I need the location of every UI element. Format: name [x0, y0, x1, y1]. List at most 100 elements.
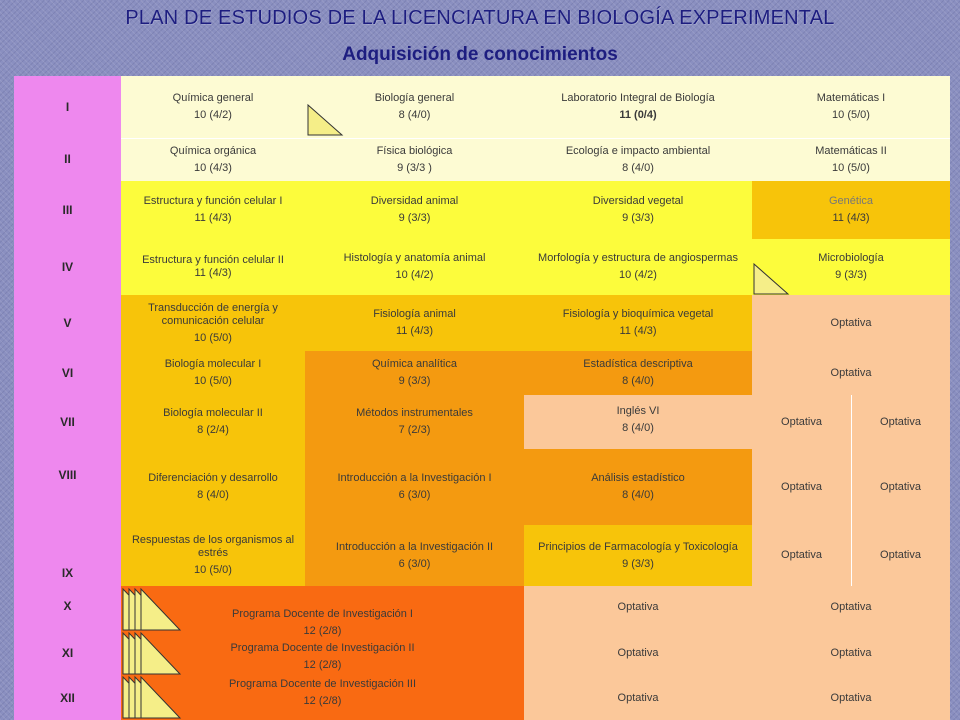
course-cell: Respuestas de los organismos al estrés 1… — [121, 525, 305, 586]
course-credits: 10 (5/0) — [194, 564, 232, 576]
page-subtitle: Adquisición de conocimientos — [342, 44, 618, 65]
course-name: Introducción a la Investigación I — [337, 472, 492, 484]
stacked-triangles-icon — [122, 675, 182, 719]
course-name: Diversidad vegetal — [592, 195, 684, 207]
semester-label-i: I — [14, 76, 121, 138]
semester-label-xii: XII — [14, 676, 121, 720]
course-cell: Morfología y estructura de angiospermas … — [524, 239, 752, 295]
course-name: Fisiología y bioquímica vegetal — [562, 308, 714, 320]
course-name: Programa Docente de Investigación I — [232, 608, 413, 620]
course-credits: 12 (2/8) — [303, 659, 342, 671]
research-program-i: Programa Docente de Investigación I 12 (… — [121, 608, 524, 638]
stacked-triangles-icon — [122, 587, 182, 631]
elective-cell: Optativa — [752, 630, 950, 676]
course-name: Principios de Farmacología y Toxicología — [538, 540, 738, 553]
course-credits: 10 (4/2) — [619, 269, 657, 281]
course-cell: Métodos instrumentales 7 (2/3) — [305, 395, 524, 449]
elective-label: Optativa — [781, 549, 822, 561]
semester-label-xi: XI — [14, 630, 121, 676]
course-cell: Química general 10 (4/2) — [121, 76, 305, 138]
elective-cell: Optativa — [524, 676, 752, 720]
course-cell: Estructura y función celular I 11 (4/3) — [121, 181, 305, 239]
course-credits: 11 (4/3) — [395, 325, 434, 337]
course-cell: Introducción a la Investigación I 6 (3/0… — [305, 449, 524, 525]
course-credits: 11 (4/3) — [832, 212, 870, 224]
elective-cell: Optativa — [752, 449, 851, 525]
elective-cell: Optativa — [851, 525, 950, 586]
course-name: Ecología e impacto ambiental — [565, 144, 711, 157]
course-cell: Introducción a la Investigación II 6 (3/… — [305, 525, 524, 586]
course-credits: 8 (4/0) — [622, 489, 654, 501]
research-program-block: Programa Docente de Investigación I 12 (… — [121, 586, 524, 720]
course-credits: 8 (4/0) — [197, 489, 229, 501]
course-credits: 8 (4/0) — [622, 161, 654, 174]
course-name: Fisiología animal — [373, 308, 456, 320]
elective-cell: Optativa — [524, 586, 752, 630]
elective-cell: Optativa — [752, 351, 950, 395]
course-cell: Inglés VI 8 (4/0) — [524, 395, 752, 449]
elective-cell: Optativa — [851, 395, 950, 449]
elective-cell: Optativa — [752, 395, 851, 449]
course-credits: 12 (2/8) — [303, 625, 342, 637]
elective-label: Optativa — [830, 601, 872, 613]
course-credits: 8 (4/0) — [622, 375, 654, 387]
course-name: Análisis estadístico — [591, 472, 685, 484]
course-cell: Microbiología 9 (3/3) — [752, 239, 950, 295]
course-cell: Genética 11 (4/3) — [752, 181, 950, 239]
course-cell: Histología y anatomía animal 10 (4/2) — [305, 239, 524, 295]
course-name: Transducción de energía y comunicación c… — [148, 301, 278, 327]
semester-label-x: X — [14, 586, 121, 630]
course-credits: 11 (0/4) — [619, 109, 657, 121]
course-name: Química analítica — [372, 358, 457, 370]
triangle-marker-icon — [307, 103, 344, 136]
course-credits: 12 (2/8) — [303, 695, 342, 707]
elective-cell: Optativa — [752, 676, 950, 720]
course-credits: 9 (3/3 ) — [397, 161, 432, 174]
semester-label-vii: VII — [14, 395, 121, 449]
elective-label: Optativa — [617, 646, 659, 659]
course-name: Laboratorio Integral de Biología — [561, 92, 715, 104]
course-name: Biología molecular II — [163, 407, 263, 419]
course-cell: Biología molecular II 8 (2/4) — [121, 395, 305, 449]
course-cell: Estructura y función celular II 11 (4/3) — [121, 239, 305, 295]
elective-label: Optativa — [830, 316, 872, 329]
course-credits: 10 (5/0) — [194, 331, 232, 344]
elective-cell: Optativa — [752, 295, 950, 351]
course-name: Métodos instrumentales — [356, 407, 473, 419]
course-credits: 11 (4/3) — [194, 212, 232, 224]
course-name: Diversidad animal — [370, 195, 459, 207]
course-name: Programa Docente de Investigación II — [230, 642, 415, 654]
course-cell: Análisis estadístico 8 (4/0) — [524, 449, 752, 525]
course-name: Matemáticas II — [815, 144, 887, 157]
semester-label-iv: IV — [14, 239, 121, 295]
elective-label: Optativa — [781, 415, 822, 428]
course-cell: Laboratorio Integral de Biología 11 (0/4… — [524, 76, 752, 138]
stacked-triangles-icon — [122, 631, 182, 675]
course-cell: Principios de Farmacología y Toxicología… — [524, 525, 752, 586]
course-name: Física biológica — [376, 144, 453, 157]
course-credits: 10 (4/2) — [194, 109, 232, 121]
divider — [121, 138, 950, 139]
elective-label: Optativa — [880, 549, 921, 561]
course-cell: Matemáticas II 10 (5/0) — [752, 138, 950, 181]
course-credits: 6 (3/0) — [398, 557, 431, 570]
course-name: Programa Docente de Investigación III — [228, 678, 417, 690]
semester-label-ii: II — [14, 138, 121, 181]
course-cell: Estadística descriptiva 8 (4/0) — [524, 351, 752, 395]
elective-label: Optativa — [617, 691, 659, 704]
course-credits: 10 (4/3) — [194, 161, 232, 174]
course-credits: 7 (2/3) — [398, 424, 431, 436]
course-cell: Matemáticas I 10 (5/0) — [752, 76, 950, 138]
course-credits: 11 (4/3) — [619, 325, 657, 337]
course-credits: 10 (4/2) — [395, 269, 434, 281]
course-name: Inglés VI — [616, 405, 660, 417]
course-cell: Química analítica 9 (3/3) — [305, 351, 524, 395]
elective-cell: Optativa — [524, 630, 752, 676]
course-cell: Química orgánica 10 (4/3) — [121, 138, 305, 181]
elective-label: Optativa — [781, 480, 822, 493]
course-name: Estructura y función celular II — [142, 254, 284, 266]
course-name: Estadística descriptiva — [583, 358, 693, 370]
elective-cell: Optativa — [752, 525, 851, 586]
course-name: Introducción a la Investigación II — [335, 540, 494, 553]
course-cell: Diversidad vegetal 9 (3/3) — [524, 181, 752, 239]
